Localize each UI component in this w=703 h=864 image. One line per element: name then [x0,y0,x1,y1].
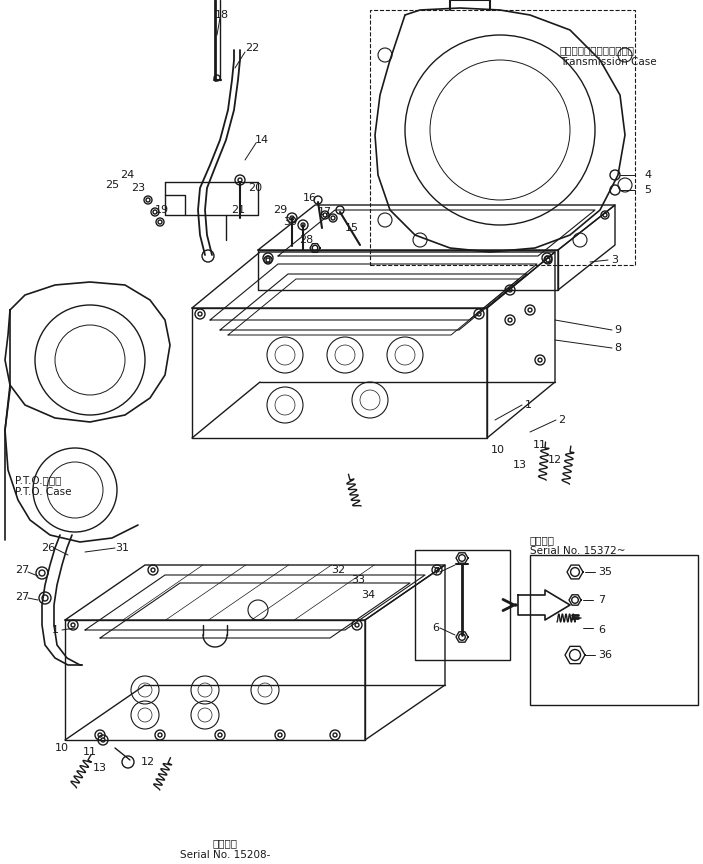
Circle shape [71,623,75,627]
Text: 1: 1 [524,400,531,410]
Circle shape [290,216,294,220]
Text: 11: 11 [533,440,547,450]
Circle shape [538,358,542,362]
Text: Serial No. 15208-: Serial No. 15208- [180,850,270,860]
Circle shape [214,75,220,81]
Text: 9: 9 [614,325,621,335]
Circle shape [528,308,532,312]
Circle shape [202,250,214,262]
Circle shape [333,733,337,737]
Circle shape [278,733,282,737]
Circle shape [218,733,222,737]
Circle shape [153,210,157,214]
Circle shape [42,595,48,601]
Bar [530,555,698,705]
Bar [370,10,635,265]
Text: Serial No. 15372~: Serial No. 15372~ [530,546,626,556]
Text: 19: 19 [155,205,169,215]
Text: 31: 31 [115,543,129,553]
Circle shape [355,623,359,627]
Text: 16: 16 [303,193,317,203]
Circle shape [101,738,105,742]
Text: 33: 33 [351,575,365,585]
Circle shape [545,256,549,260]
Circle shape [323,213,327,217]
Text: 3: 3 [612,255,619,265]
Text: 26: 26 [41,543,55,553]
Text: 18: 18 [215,10,229,20]
Text: 7: 7 [432,567,439,577]
Text: 12: 12 [548,455,562,465]
Text: 22: 22 [245,43,259,53]
Circle shape [158,220,162,224]
Text: 15: 15 [345,223,359,233]
Circle shape [98,733,102,737]
Text: 11: 11 [83,747,97,757]
Circle shape [266,258,270,262]
Circle shape [238,178,242,182]
Circle shape [603,213,607,217]
Text: P.T.O.ケース: P.T.O.ケース [15,475,61,485]
Circle shape [435,568,439,572]
Circle shape [146,198,150,202]
Bar [415,550,510,660]
Text: 6: 6 [432,623,439,633]
Circle shape [477,312,481,316]
Text: 6: 6 [598,625,605,635]
Text: 適用号等: 適用号等 [530,535,555,545]
Text: 21: 21 [231,205,245,215]
Text: 14: 14 [255,135,269,145]
Text: 24: 24 [120,170,134,180]
Text: P.T.O. Case: P.T.O. Case [15,487,72,497]
Text: トランスミッションケース: トランスミッションケース [560,45,635,55]
Text: 25: 25 [105,180,119,190]
Text: 4: 4 [645,170,652,180]
Text: 10: 10 [491,445,505,455]
Text: 20: 20 [248,183,262,193]
Text: 27: 27 [15,592,29,602]
Text: 2: 2 [558,415,565,425]
Circle shape [151,568,155,572]
Circle shape [331,216,335,220]
Text: 30: 30 [283,217,297,227]
Circle shape [546,258,550,262]
Text: 28: 28 [299,235,313,245]
Text: 23: 23 [131,183,145,193]
Text: 8: 8 [614,343,621,353]
Text: 10: 10 [55,743,69,753]
Text: 13: 13 [93,763,107,773]
Circle shape [198,312,202,316]
Text: 36: 36 [598,650,612,660]
Circle shape [508,288,512,292]
Text: 35: 35 [598,567,612,577]
Text: 13: 13 [513,460,527,470]
Text: 12: 12 [141,757,155,767]
Text: 17: 17 [318,207,332,217]
Text: 7: 7 [598,595,605,605]
Text: 適用号等: 適用号等 [212,838,238,848]
Text: 34: 34 [361,590,375,600]
Circle shape [301,223,305,227]
Circle shape [508,318,512,322]
Circle shape [39,570,45,576]
Text: 1: 1 [51,625,58,635]
Circle shape [266,256,270,260]
Text: 5: 5 [645,185,652,195]
Text: Transmission Case: Transmission Case [560,57,657,67]
Text: 27: 27 [15,565,29,575]
Circle shape [158,733,162,737]
Text: 29: 29 [273,205,287,215]
Text: 32: 32 [331,565,345,575]
